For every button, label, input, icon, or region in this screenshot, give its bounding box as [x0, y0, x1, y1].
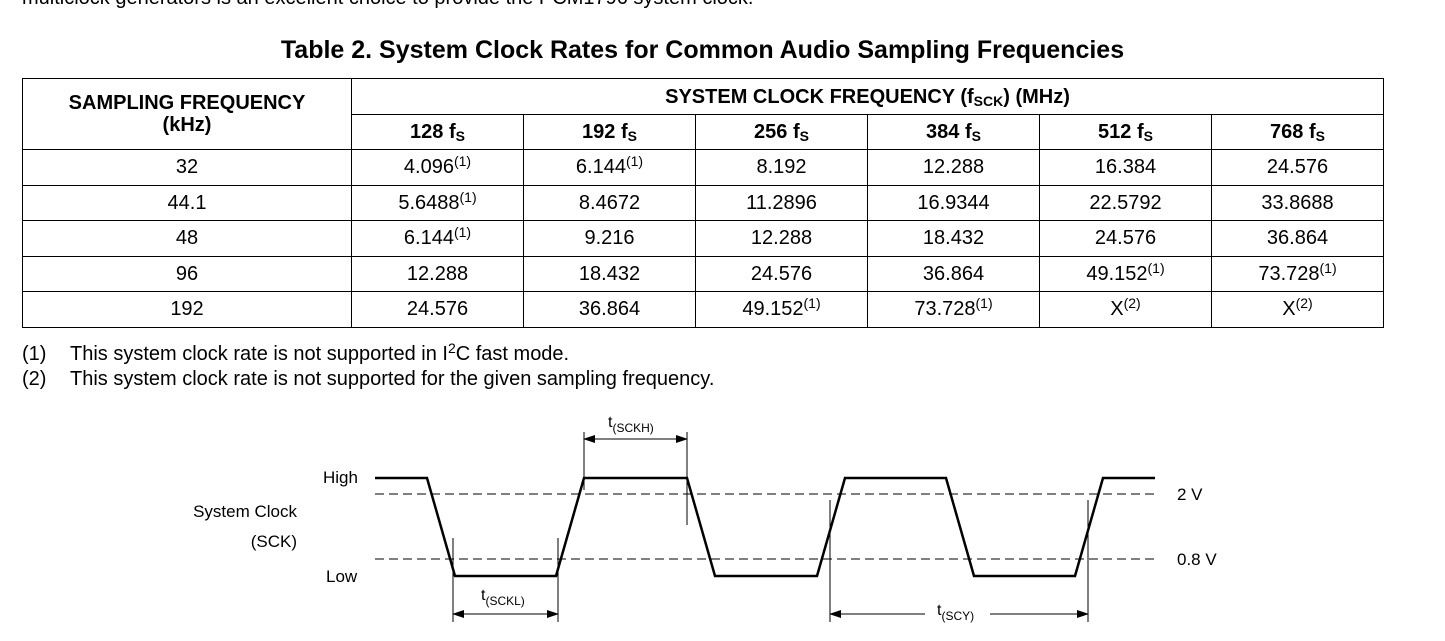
- intro-text: multiclock generators is an excellent ch…: [22, 0, 753, 9]
- clock-value-cell: X(2): [1211, 291, 1384, 328]
- note-marker: (2): [22, 368, 47, 390]
- clock-value-cell: 12.288: [867, 149, 1040, 186]
- column-header: 384 fS: [867, 114, 1040, 150]
- clock-value-cell: 49.152(1): [1039, 255, 1212, 292]
- clock-value-cell: 24.576: [1039, 220, 1212, 257]
- clock-value-cell: 36.864: [523, 291, 696, 328]
- clock-value-cell: 36.864: [1211, 220, 1384, 257]
- system-clock-timing-diagram: High Low System Clock (SCK) 2 V 0.8 V t(…: [193, 414, 1217, 623]
- clock-value-cell: 6.144(1): [523, 149, 696, 186]
- clock-value-cell: 36.864: [867, 255, 1040, 292]
- clock-value-cell: 6.144(1): [351, 220, 524, 257]
- clock-value-cell: 16.384: [1039, 149, 1212, 186]
- v-low-label: 0.8 V: [1177, 550, 1217, 569]
- clock-value-cell: 33.8688: [1211, 184, 1384, 221]
- clock-value-cell: 8.4672: [523, 184, 696, 221]
- table-note: (1) This system clock rate is not suppor…: [22, 340, 714, 367]
- note-text: This system clock rate is not supported …: [70, 368, 715, 390]
- table-row: 44.1 5.6488(1) 8.4672 11.2896 16.9344 22.5792…: [22, 184, 1384, 221]
- table-note: (2) This system clock rate is not suppor…: [22, 367, 714, 392]
- v-high-label: 2 V: [1177, 485, 1203, 504]
- clock-value-cell: X(2): [1039, 291, 1212, 328]
- clock-value-cell: 24.576: [1211, 149, 1384, 186]
- t-scy-label: t(SCY): [937, 602, 974, 623]
- t-sckh-label: t(SCKH): [608, 414, 654, 435]
- table-title: Table 2. System Clock Rates for Common A…: [280, 36, 1125, 64]
- column-header: 128 fS: [351, 114, 524, 150]
- clock-value-cell: 22.5792: [1039, 184, 1212, 221]
- note-text: This system clock rate is not supported …: [70, 340, 570, 365]
- clock-value-cell: 12.288: [695, 220, 868, 257]
- clock-value-cell: 9.216: [523, 220, 696, 257]
- note-marker: (1): [22, 343, 47, 365]
- clock-value-cell: 11.2896: [695, 184, 868, 221]
- clock-value-cell: 8.192: [695, 149, 868, 186]
- column-header: 192 fS: [523, 114, 696, 150]
- sampling-frequency-cell: 192: [22, 291, 352, 328]
- clock-rate-table: SAMPLING FREQUENCY (kHz) SYSTEM CLOCK FR…: [22, 78, 1384, 328]
- table-row: 48 6.144(1) 9.216 12.288 18.432 24.576 36.864: [22, 220, 1384, 257]
- clock-value-cell: 24.576: [351, 291, 524, 328]
- clock-value-cell: 18.432: [523, 255, 696, 292]
- table-notes: (1) This system clock rate is not suppor…: [22, 340, 714, 392]
- clock-value-cell: 5.6488(1): [351, 184, 524, 221]
- table-row: 32 4.096(1) 6.144(1) 8.192 12.288 16.384 24.57…: [22, 149, 1384, 186]
- column-header: 512 fS: [1039, 114, 1212, 150]
- low-label: Low: [326, 567, 358, 586]
- column-header: 768 fS: [1211, 114, 1384, 150]
- clock-value-cell: 12.288: [351, 255, 524, 292]
- clock-value-cell: 24.576: [695, 255, 868, 292]
- high-label: High: [323, 468, 358, 487]
- clock-value-cell: 49.152(1): [695, 291, 868, 328]
- system-clock-header: SYSTEM CLOCK FREQUENCY (fSCK) (MHz): [351, 78, 1384, 115]
- clock-value-cell: 16.9344: [867, 184, 1040, 221]
- table-row: 96 12.288 18.432 24.576 36.864 49.152(1) 73.72…: [22, 255, 1384, 292]
- clock-value-cell: 73.728(1): [1211, 255, 1384, 292]
- sampling-frequency-cell: 96: [22, 255, 352, 292]
- column-header: 256 fS: [695, 114, 868, 150]
- clock-value-cell: 18.432: [867, 220, 1040, 257]
- clock-waveform: [375, 476, 1155, 578]
- signal-name: System Clock: [193, 502, 297, 521]
- t-sckl-label: t(SCKL): [481, 587, 525, 608]
- sampling-frequency-cell: 32: [22, 149, 352, 186]
- sampling-frequency-cell: 48: [22, 220, 352, 257]
- signal-abbrev: (SCK): [251, 532, 297, 551]
- sampling-frequency-header: SAMPLING FREQUENCY (kHz): [22, 78, 352, 150]
- table-row: 192 24.576 36.864 49.152(1) 73.728(1) X(2) X(2…: [22, 291, 1384, 328]
- clock-value-cell: 73.728(1): [867, 291, 1040, 328]
- sampling-frequency-cell: 44.1: [22, 184, 352, 221]
- clock-value-cell: 4.096(1): [351, 149, 524, 186]
